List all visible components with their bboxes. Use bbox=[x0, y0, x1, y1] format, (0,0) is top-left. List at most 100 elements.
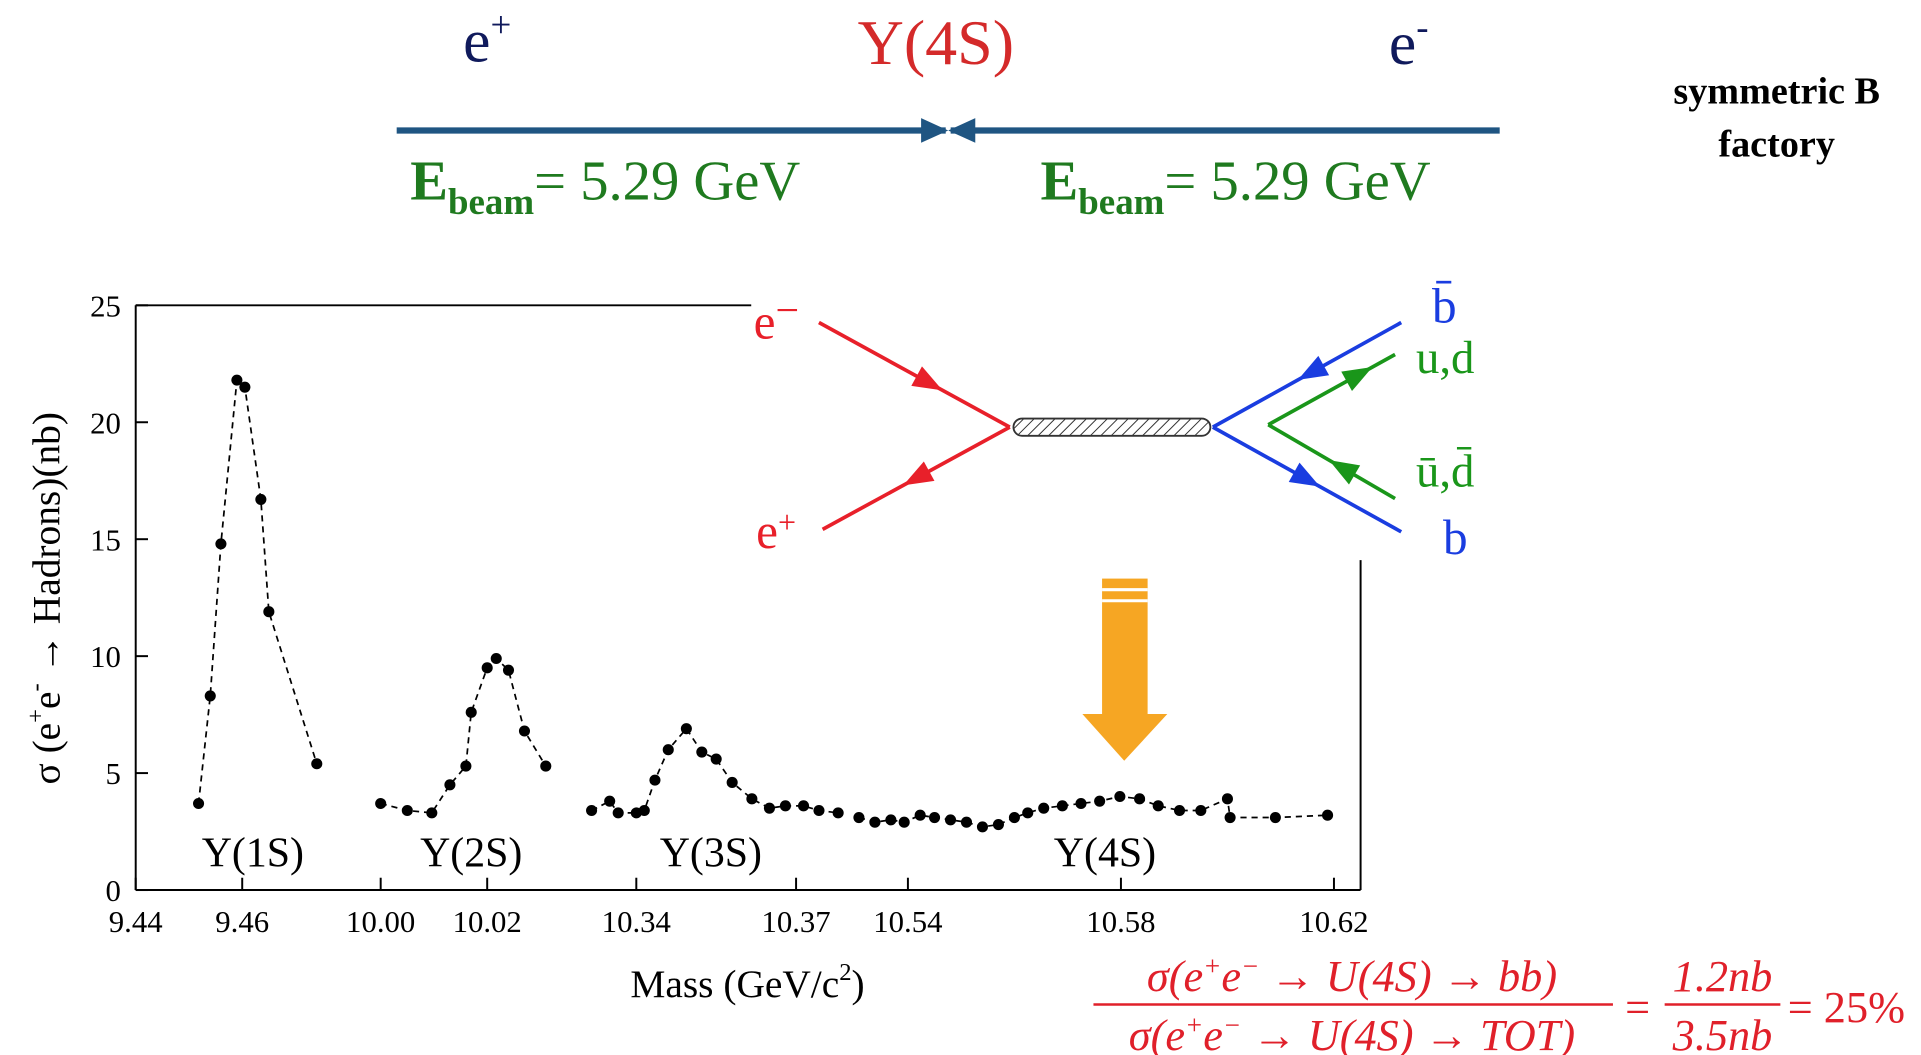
formula-sup: − bbox=[1223, 1010, 1241, 1040]
data-point bbox=[193, 798, 204, 809]
energy-symbol: E bbox=[410, 150, 448, 212]
feynman-diagram: e− e+ b̄ u,d ū,d̄ b bbox=[754, 279, 1475, 565]
right-beam-energy: Ebeam= 5.29 GeV bbox=[1041, 150, 1431, 222]
formula-sup: + bbox=[1185, 1010, 1203, 1040]
data-point bbox=[977, 821, 988, 832]
x-tick-label: 9.46 bbox=[215, 905, 269, 939]
fit-curve bbox=[859, 796, 1328, 826]
particle-sup: + bbox=[778, 504, 796, 540]
y-tick-label: 0 bbox=[106, 874, 121, 908]
formula-part: e bbox=[1203, 1011, 1223, 1055]
data-point bbox=[663, 744, 674, 755]
particle-base: e bbox=[1389, 10, 1416, 78]
formula-part: → U(4S) → TOT) bbox=[1241, 1011, 1575, 1055]
label-part: → Hadrons)(nb) bbox=[24, 412, 68, 683]
page: e+ Υ(4S) e- Ebeam= 5.29 GeV Ebeam= 5.29 … bbox=[0, 0, 1921, 1055]
label-sup: - bbox=[22, 683, 49, 691]
peak-label: Υ(1S) bbox=[202, 831, 304, 877]
data-point bbox=[215, 538, 226, 549]
formula: σ(e+e− → U(4S) → bb) σ(e+e− → U(4S) → TO… bbox=[1093, 951, 1905, 1055]
data-point bbox=[613, 807, 624, 818]
formula-sup: + bbox=[1203, 951, 1221, 981]
chart: σ (e+e- → Hadrons)(nb) Mass (GeV/c2) 051… bbox=[22, 289, 1368, 1006]
data-point bbox=[1270, 812, 1281, 823]
particle-base: e bbox=[754, 295, 776, 350]
formula-sup: − bbox=[1241, 951, 1259, 981]
y-tick-label: 15 bbox=[90, 523, 121, 557]
data-point bbox=[460, 761, 471, 772]
energy-subscript: beam bbox=[448, 181, 534, 222]
bbar-label: b̄ bbox=[1432, 279, 1457, 334]
particle-sup: - bbox=[1416, 6, 1428, 47]
beam-arrow bbox=[948, 118, 975, 143]
data-point bbox=[746, 793, 757, 804]
formula-denominator: σ(e+e− → U(4S) → TOT) bbox=[1129, 1010, 1575, 1055]
fermion-arrow bbox=[911, 366, 942, 390]
data-point bbox=[945, 814, 956, 825]
data-point bbox=[1075, 798, 1086, 809]
data-point bbox=[813, 805, 824, 816]
data-point bbox=[711, 754, 722, 765]
fermion-arrow bbox=[1289, 463, 1320, 487]
label-part: Mass (GeV/c bbox=[630, 962, 839, 1006]
y-tick-label: 20 bbox=[90, 406, 121, 440]
data-point bbox=[239, 382, 250, 393]
left-particle: e+ bbox=[463, 4, 511, 76]
energy-value: = 5.29 GeV bbox=[534, 150, 800, 212]
x-tick-label: 9.44 bbox=[109, 905, 163, 939]
data-point bbox=[1038, 803, 1049, 814]
fit-curve bbox=[381, 658, 546, 812]
udbar-label: ū,d̄ bbox=[1416, 445, 1474, 497]
data-point bbox=[375, 798, 386, 809]
x-tick-label: 10.58 bbox=[1086, 905, 1155, 939]
data-point bbox=[1174, 805, 1185, 816]
data-point bbox=[604, 796, 615, 807]
data-point bbox=[1022, 807, 1033, 818]
energy-value: = 5.29 GeV bbox=[1164, 150, 1430, 212]
label-sup: 2 bbox=[839, 959, 851, 986]
data-point bbox=[899, 817, 910, 828]
peak-label: Υ(2S) bbox=[420, 831, 522, 877]
particle-sup: − bbox=[776, 288, 800, 334]
formula-part: σ(e bbox=[1147, 952, 1203, 1001]
data-point bbox=[311, 758, 322, 769]
fermion-arrow bbox=[903, 461, 934, 485]
data-point bbox=[1057, 800, 1068, 811]
right-particle: e- bbox=[1389, 6, 1429, 78]
data-point bbox=[764, 803, 775, 814]
resonance-blob bbox=[1013, 419, 1210, 436]
data-point bbox=[1134, 793, 1145, 804]
data-point bbox=[586, 805, 597, 816]
ratio-denominator: 3.5nb bbox=[1672, 1011, 1773, 1055]
label-sup: + bbox=[22, 709, 49, 723]
b-label: b bbox=[1443, 510, 1468, 565]
arrow-head bbox=[1082, 714, 1167, 761]
y-tick-label: 5 bbox=[106, 757, 121, 791]
data-point bbox=[519, 725, 530, 736]
x-tick-label: 10.54 bbox=[873, 905, 942, 939]
data-point bbox=[402, 805, 413, 816]
label-part: σ (e bbox=[24, 723, 68, 785]
data-point bbox=[466, 707, 477, 718]
peak-label: Υ(4S) bbox=[1054, 831, 1156, 877]
x-tick-label: 10.00 bbox=[346, 905, 415, 939]
formula-numerator: σ(e+e− → U(4S) → bb) bbox=[1147, 951, 1557, 1001]
fermion-arrow bbox=[1298, 356, 1329, 380]
label-part: e bbox=[24, 691, 68, 708]
energy-subscript: beam bbox=[1078, 181, 1164, 222]
data-point bbox=[263, 606, 274, 617]
equals: = bbox=[1625, 983, 1650, 1032]
data-point bbox=[444, 779, 455, 790]
data-point bbox=[426, 807, 437, 818]
label-part: ) bbox=[852, 962, 865, 1006]
x-tick-label: 10.62 bbox=[1299, 905, 1368, 939]
data-point bbox=[503, 665, 514, 676]
data-point bbox=[1153, 800, 1164, 811]
caption: symmetric B bbox=[1673, 70, 1880, 112]
slide: e+ Υ(4S) e- Ebeam= 5.29 GeV Ebeam= 5.29 … bbox=[0, 0, 1921, 1055]
e-minus-label: e− bbox=[754, 288, 799, 350]
caption: factory bbox=[1718, 123, 1835, 165]
data-point bbox=[993, 819, 1004, 830]
energy-symbol: E bbox=[1041, 150, 1079, 212]
data-point bbox=[540, 761, 551, 772]
